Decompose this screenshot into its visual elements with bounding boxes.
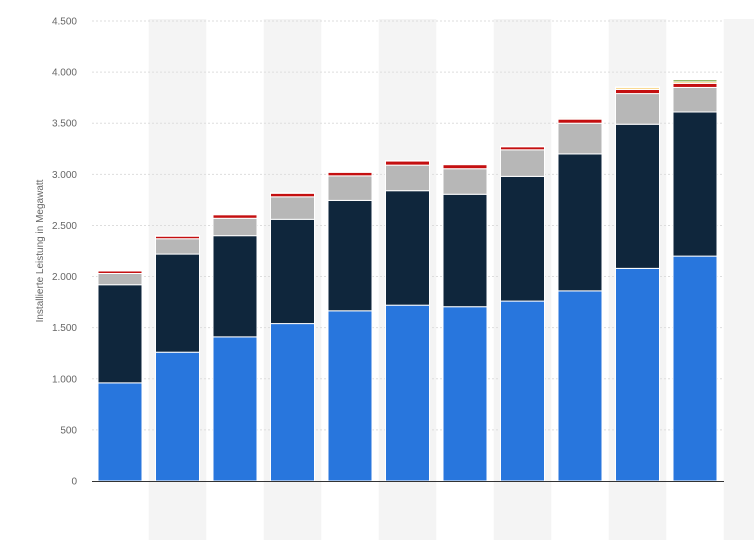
bar-segment: [327, 171, 373, 173]
y-tick-label: 2.500: [52, 221, 77, 232]
y-tick-label: 0: [71, 477, 77, 488]
bar-segment: [500, 145, 545, 148]
bar-segment: [327, 171, 373, 177]
y-tick-label: 3.000: [52, 170, 77, 181]
bar-segment: [97, 382, 143, 482]
bar-segment: [557, 116, 603, 119]
bar-segment: [270, 218, 315, 325]
bar-segment: [212, 214, 258, 219]
y-axis-label: Installierte Leistung in Megawatt: [35, 179, 46, 322]
bar-segment: [270, 323, 315, 482]
bar-segment: [672, 79, 718, 83]
bar-segment: [327, 310, 373, 482]
bar-segment: [615, 88, 660, 95]
bar-segment: [500, 149, 545, 177]
bar-segment: [385, 190, 430, 306]
bar-segment: [672, 111, 718, 257]
bars: [97, 79, 718, 482]
bar-segment: [557, 153, 603, 292]
bar-segment: [442, 164, 488, 170]
bar-segment: [442, 168, 488, 195]
bar-segment: [327, 175, 373, 201]
bar-segment: [557, 122, 603, 155]
bar-segment: [212, 336, 258, 482]
y-axis-ticks: 0 500 1.000 1.500 2.000 2.500 3.000 3.500 4.000 4…: [52, 17, 77, 488]
bar-segment: [385, 160, 430, 166]
y-tick-label: 1.000: [52, 374, 77, 385]
bar-segment: [385, 164, 430, 192]
y-tick-label: 500: [60, 425, 77, 436]
bar-segment: [557, 290, 603, 482]
bar-segment: [212, 217, 258, 237]
y-tick-label: 4.500: [52, 17, 77, 28]
bar-segment: [672, 86, 718, 113]
bar-segment: [500, 175, 545, 302]
y-tick-label: 4.000: [52, 68, 77, 79]
bar-segment: [442, 306, 488, 482]
bar-segment: [155, 253, 200, 353]
bar-segment: [672, 255, 718, 482]
bar-segment: [155, 351, 200, 482]
y-tick-label: 3.500: [52, 119, 77, 130]
bar-segment: [442, 163, 488, 166]
bar-segment: [97, 269, 143, 272]
bar-segment: [615, 86, 660, 89]
bar-segment: [557, 118, 603, 124]
bar-segment: [442, 193, 488, 308]
bar-segment: [97, 272, 143, 286]
bar-segment: [212, 235, 258, 338]
y-tick-label: 1.500: [52, 323, 77, 334]
column-band: [723, 19, 754, 540]
bar-segment: [672, 82, 718, 88]
bar-segment: [270, 196, 315, 220]
bar-segment: [615, 267, 660, 482]
y-tick-label: 2.000: [52, 272, 77, 283]
bar-segment: [97, 284, 143, 384]
bar-segment: [212, 213, 258, 216]
bar-segment: [155, 235, 200, 237]
bar-segment: [270, 192, 315, 194]
bar-segment: [615, 93, 660, 125]
bar-segment: [327, 199, 373, 312]
bar-segment: [500, 300, 545, 482]
bar-segment: [155, 238, 200, 255]
bar-segment: [385, 304, 430, 482]
bar-segment: [270, 192, 315, 198]
bar-segment: [615, 123, 660, 269]
bar-segment: [385, 160, 430, 162]
